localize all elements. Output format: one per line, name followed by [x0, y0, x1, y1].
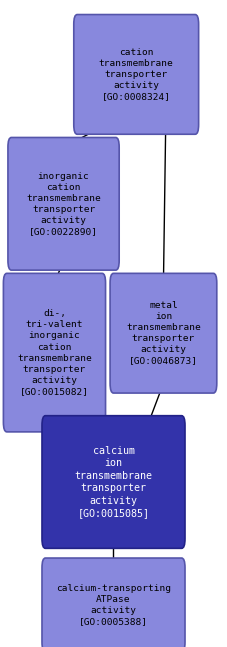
FancyBboxPatch shape [110, 274, 217, 393]
FancyBboxPatch shape [42, 558, 185, 647]
Text: cation
transmembrane
transporter
activity
[GO:0008324]: cation transmembrane transporter activit… [99, 48, 174, 101]
Text: calcium-transporting
ATPase
activity
[GO:0005388]: calcium-transporting ATPase activity [GO… [56, 584, 171, 626]
FancyBboxPatch shape [42, 415, 185, 548]
Text: metal
ion
transmembrane
transporter
activity
[GO:0046873]: metal ion transmembrane transporter acti… [126, 301, 201, 366]
FancyBboxPatch shape [8, 138, 119, 270]
Text: di-,
tri-valent
inorganic
cation
transmembrane
transporter
activity
[GO:0015082]: di-, tri-valent inorganic cation transme… [17, 309, 92, 396]
FancyBboxPatch shape [3, 273, 106, 432]
Text: inorganic
cation
transmembrane
transporter
activity
[GO:0022890]: inorganic cation transmembrane transport… [26, 171, 101, 236]
Text: calcium
ion
transmembrane
transporter
activity
[GO:0015085]: calcium ion transmembrane transporter ac… [74, 446, 153, 518]
FancyBboxPatch shape [74, 15, 199, 135]
